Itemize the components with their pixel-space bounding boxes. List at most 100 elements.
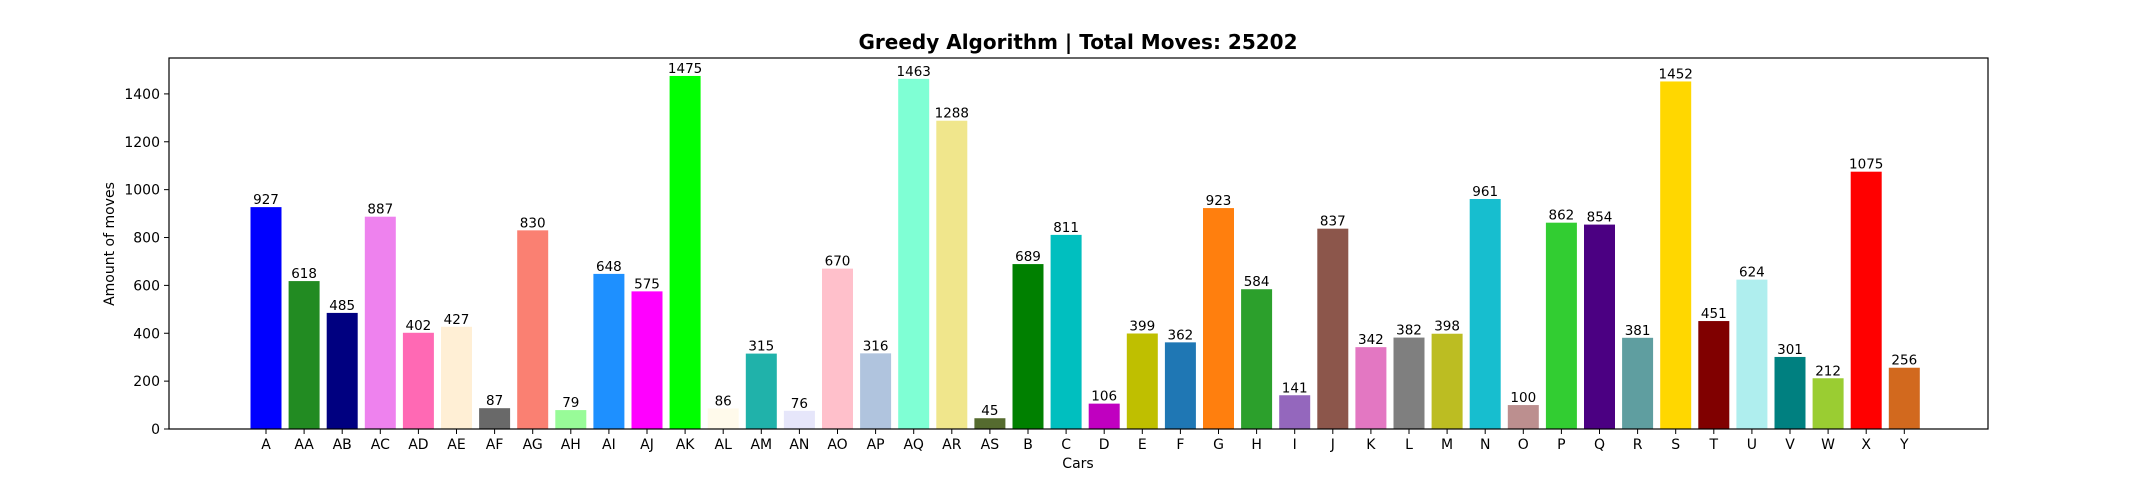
bar-AC <box>364 216 396 429</box>
x-tick-label-X: X <box>1861 437 1871 453</box>
y-axis: 0 200 400 600 800 1000 1200 1400 <box>124 87 169 438</box>
bar-AM <box>745 353 777 429</box>
bar-Q <box>1584 224 1615 429</box>
x-tick-label-AP: AP <box>867 437 885 453</box>
y-tick-label-800: 800 <box>133 231 160 247</box>
x-axis: A AA AB AC AD AE AF AG AH AI AJ AK AL AM AN AO AP AQ AR AS B… <box>261 429 1909 453</box>
bar-U <box>1736 279 1768 429</box>
x-tick-label-J: J <box>1330 437 1335 453</box>
data-label-AR: 1288 <box>935 106 969 122</box>
data-label-H: 584 <box>1244 274 1270 290</box>
data-label-AH: 79 <box>562 395 579 411</box>
bar-AS <box>974 418 1006 429</box>
bar-M <box>1431 333 1463 429</box>
data-labels-layer: 927 618 485 887 402 427 87 830 79 648 575 1475 86 315… <box>253 61 1917 419</box>
y-axis-label: Amount of moves <box>102 182 118 306</box>
y-tick-label-200: 200 <box>133 374 160 390</box>
data-label-AB: 485 <box>329 298 355 314</box>
data-label-AG: 830 <box>520 215 546 231</box>
x-tick-label-AD: AD <box>408 437 428 453</box>
plot-frame <box>168 57 1989 430</box>
x-tick-label-AI: AI <box>602 437 616 453</box>
data-label-X: 1075 <box>1849 157 1883 173</box>
x-tick-label-I: I <box>1293 437 1297 453</box>
x-tick-label-AN: AN <box>789 437 809 453</box>
x-tick-label-C: C <box>1061 437 1071 453</box>
bar-AI <box>593 273 625 429</box>
data-label-C: 811 <box>1053 220 1079 236</box>
bar-AR <box>936 120 968 430</box>
x-tick-label-AR: AR <box>942 437 962 453</box>
bar-P <box>1545 222 1577 429</box>
data-label-AQ: 1463 <box>897 64 931 80</box>
x-tick-label-AC: AC <box>371 437 390 453</box>
bar-V <box>1774 356 1806 429</box>
bar-AQ <box>898 78 930 429</box>
data-label-T: 451 <box>1701 306 1727 322</box>
data-label-AP: 316 <box>863 338 889 354</box>
x-tick-label-AF: AF <box>486 437 504 453</box>
x-tick-label-AQ: AQ <box>904 437 924 453</box>
x-tick-label-O: O <box>1518 437 1529 453</box>
bar-T <box>1698 321 1730 429</box>
y-tick-label-0: 0 <box>151 422 160 438</box>
bar-AB <box>326 312 358 429</box>
bar-AL <box>707 408 739 429</box>
bar-J <box>1317 228 1349 429</box>
data-label-B: 689 <box>1015 249 1041 265</box>
x-tick-label-A: A <box>261 437 271 453</box>
data-label-M: 398 <box>1434 319 1460 335</box>
x-tick-label-K: K <box>1366 437 1376 453</box>
x-tick-label-AE: AE <box>447 437 465 453</box>
bar-D <box>1088 403 1120 429</box>
x-tick-label-G: G <box>1213 437 1224 453</box>
x-tick-label-P: P <box>1557 437 1565 453</box>
y-tick-label-400: 400 <box>133 326 160 342</box>
bar-AF <box>479 408 511 429</box>
bar-AD <box>402 332 434 429</box>
bar-N <box>1469 198 1501 429</box>
y-tick-label-1200: 1200 <box>124 135 160 151</box>
bar-AH <box>555 410 587 429</box>
x-tick-label-AL: AL <box>715 437 733 453</box>
data-label-R: 381 <box>1625 323 1651 339</box>
data-label-Q: 854 <box>1587 210 1613 226</box>
data-label-J: 837 <box>1320 214 1346 230</box>
bar-K <box>1355 347 1387 429</box>
x-tick-label-Y: Y <box>1899 437 1909 453</box>
x-tick-label-B: B <box>1023 437 1033 453</box>
bar-AO <box>822 268 853 429</box>
bar-H <box>1241 289 1273 429</box>
data-label-V: 301 <box>1777 342 1803 358</box>
bar-Y <box>1888 367 1920 429</box>
data-label-AA: 618 <box>291 266 317 282</box>
x-tick-label-T: T <box>1709 437 1719 453</box>
bars-layer <box>250 75 1920 430</box>
bar-AG <box>517 230 549 429</box>
bar-E <box>1126 333 1158 429</box>
x-tick-label-AB: AB <box>333 437 352 453</box>
data-label-A: 927 <box>253 192 279 208</box>
chart-title: Greedy Algorithm | Total Moves: 25202 <box>859 30 1298 54</box>
y-tick-label-1000: 1000 <box>124 183 160 199</box>
x-tick-label-W: W <box>1821 437 1835 453</box>
data-label-D: 106 <box>1091 389 1117 405</box>
x-tick-label-AM: AM <box>750 437 772 453</box>
data-label-F: 362 <box>1168 327 1194 343</box>
bar-AK <box>669 75 701 429</box>
bar-F <box>1164 342 1196 429</box>
y-tick-label-1400: 1400 <box>124 87 160 103</box>
x-tick-label-L: L <box>1405 437 1413 453</box>
y-tick-label-600: 600 <box>133 278 160 294</box>
bar-AJ <box>631 291 663 429</box>
bar-W <box>1812 378 1844 429</box>
x-tick-label-AH: AH <box>561 437 581 453</box>
x-tick-label-H: H <box>1251 437 1262 453</box>
data-label-K: 342 <box>1358 332 1384 348</box>
x-tick-label-S: S <box>1671 437 1680 453</box>
data-label-I: 141 <box>1282 380 1308 396</box>
x-tick-label-AO: AO <box>827 437 847 453</box>
data-label-W: 212 <box>1815 363 1841 379</box>
bar-L <box>1393 337 1425 429</box>
